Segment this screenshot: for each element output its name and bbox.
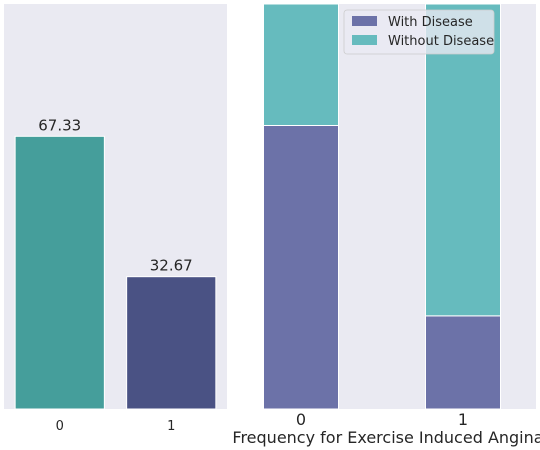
legend-swatch-with-disease [352,16,377,26]
legend: With Disease Without Disease [343,9,495,55]
right-x-tick-0: 0 [296,410,306,429]
left-chart: 67.33 32.67 0 1 [4,4,227,434]
left-data-label-0: 67.33 [38,116,81,134]
left-bar-0 [14,135,105,410]
right-bar-1-without-disease [425,3,501,317]
right-bar-1-with-disease [425,315,501,410]
left-x-tick-0: 0 [56,419,64,434]
left-bar-1 [126,276,217,410]
left-data-label-1: 32.67 [150,257,193,275]
legend-box [343,9,495,55]
legend-label-without-disease: Without Disease [388,34,494,49]
right-bar-0-without-disease [263,3,339,126]
right-bar-0-with-disease [263,125,339,410]
right-chart: 0 1 Frequency for Exercise Induced Angina… [232,3,540,447]
left-x-tick-1: 1 [167,419,175,434]
x-axis-label: Frequency for Exercise Induced Angina [232,428,540,447]
right-x-tick-1: 1 [458,410,468,429]
legend-label-with-disease: With Disease [388,15,473,30]
legend-swatch-without-disease [352,35,377,45]
